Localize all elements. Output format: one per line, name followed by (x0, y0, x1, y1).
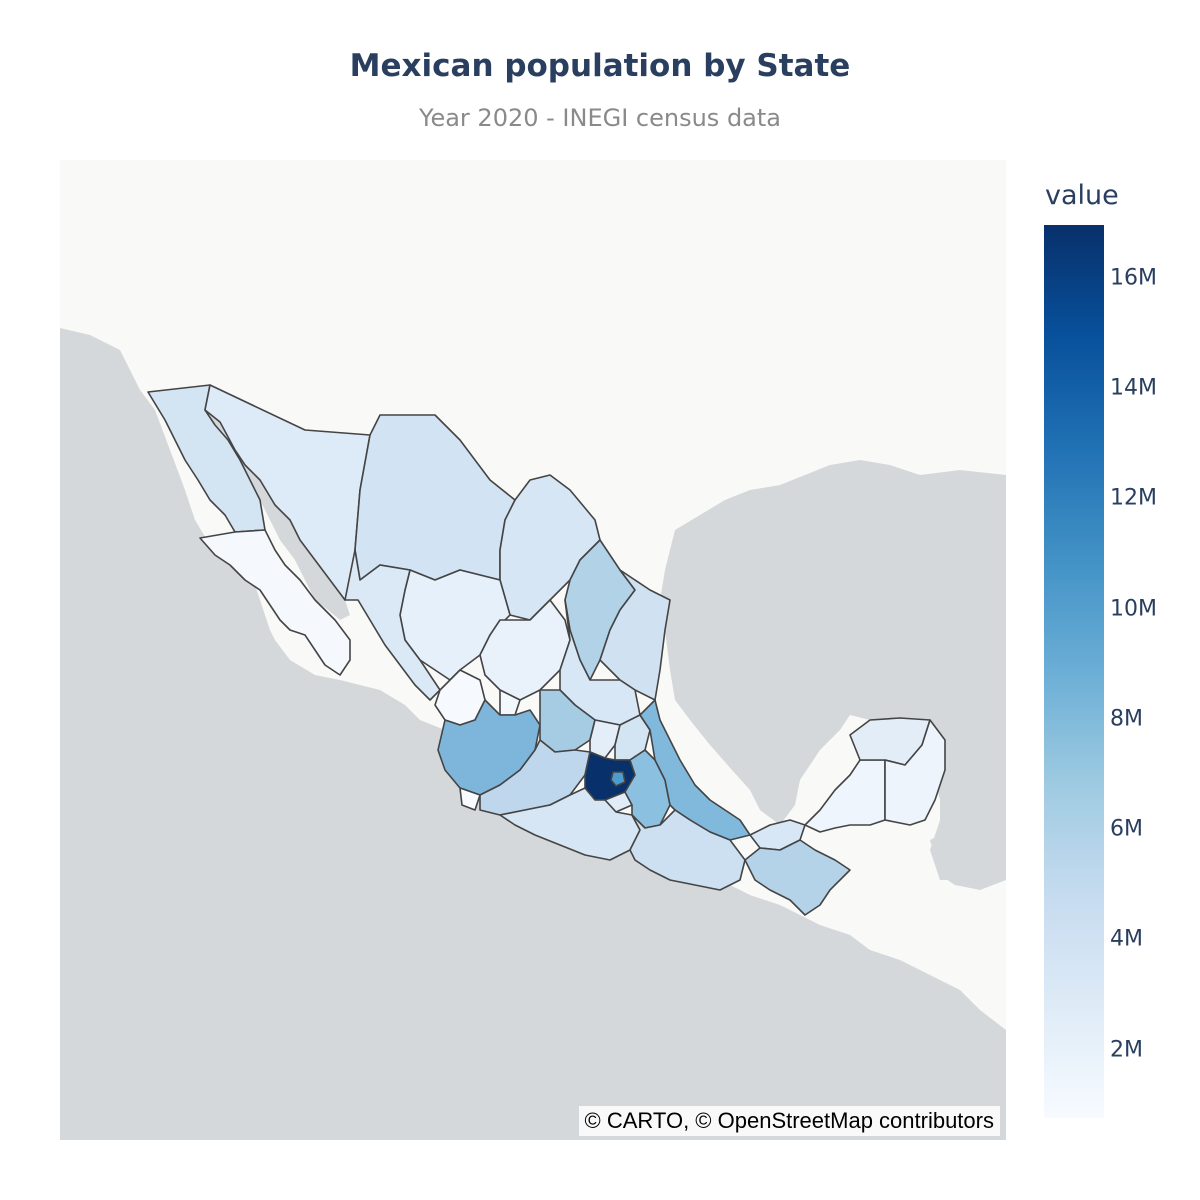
colorbar-gradient (1044, 225, 1104, 1118)
colorbar-tick-12m: 12M (1110, 485, 1157, 511)
colorbar-tick-14m: 14M (1110, 375, 1157, 401)
colorbar-tick-4m: 4M (1110, 926, 1143, 952)
colorbar-tick-6m: 6M (1110, 816, 1143, 842)
colorbar-title: value (1045, 180, 1119, 211)
map-view[interactable]: © CARTO, © OpenStreetMap contributors (60, 160, 1006, 1140)
state-cdmx[interactable] (610, 771, 626, 787)
state-jalisco[interactable] (437, 699, 541, 796)
map-attribution[interactable]: © CARTO, © OpenStreetMap contributors (578, 1106, 1000, 1136)
choropleth-map[interactable] (60, 160, 1006, 1140)
states-layer (147, 384, 946, 916)
caribbean-sea (930, 810, 1006, 890)
state-colima[interactable] (459, 787, 481, 811)
colorbar-tick-16m: 16M (1110, 265, 1157, 291)
gulf-of-mexico (660, 460, 1006, 880)
chart-subtitle: Year 2020 - INEGI census data (418, 104, 781, 132)
state-chiapas[interactable] (744, 839, 851, 916)
state-quintana-roo[interactable] (884, 719, 946, 826)
state-guanajuato[interactable] (539, 689, 596, 753)
state-baja-california-sur[interactable] (199, 529, 351, 676)
pacific-ocean (60, 328, 1006, 1140)
colorbar-tick-2m: 2M (1110, 1037, 1143, 1063)
state-oaxaca[interactable] (629, 809, 746, 891)
colorbar-tick-10m: 10M (1110, 596, 1157, 622)
colorbar-tick-8m: 8M (1110, 706, 1143, 732)
chart-title: Mexican population by State (349, 48, 851, 84)
